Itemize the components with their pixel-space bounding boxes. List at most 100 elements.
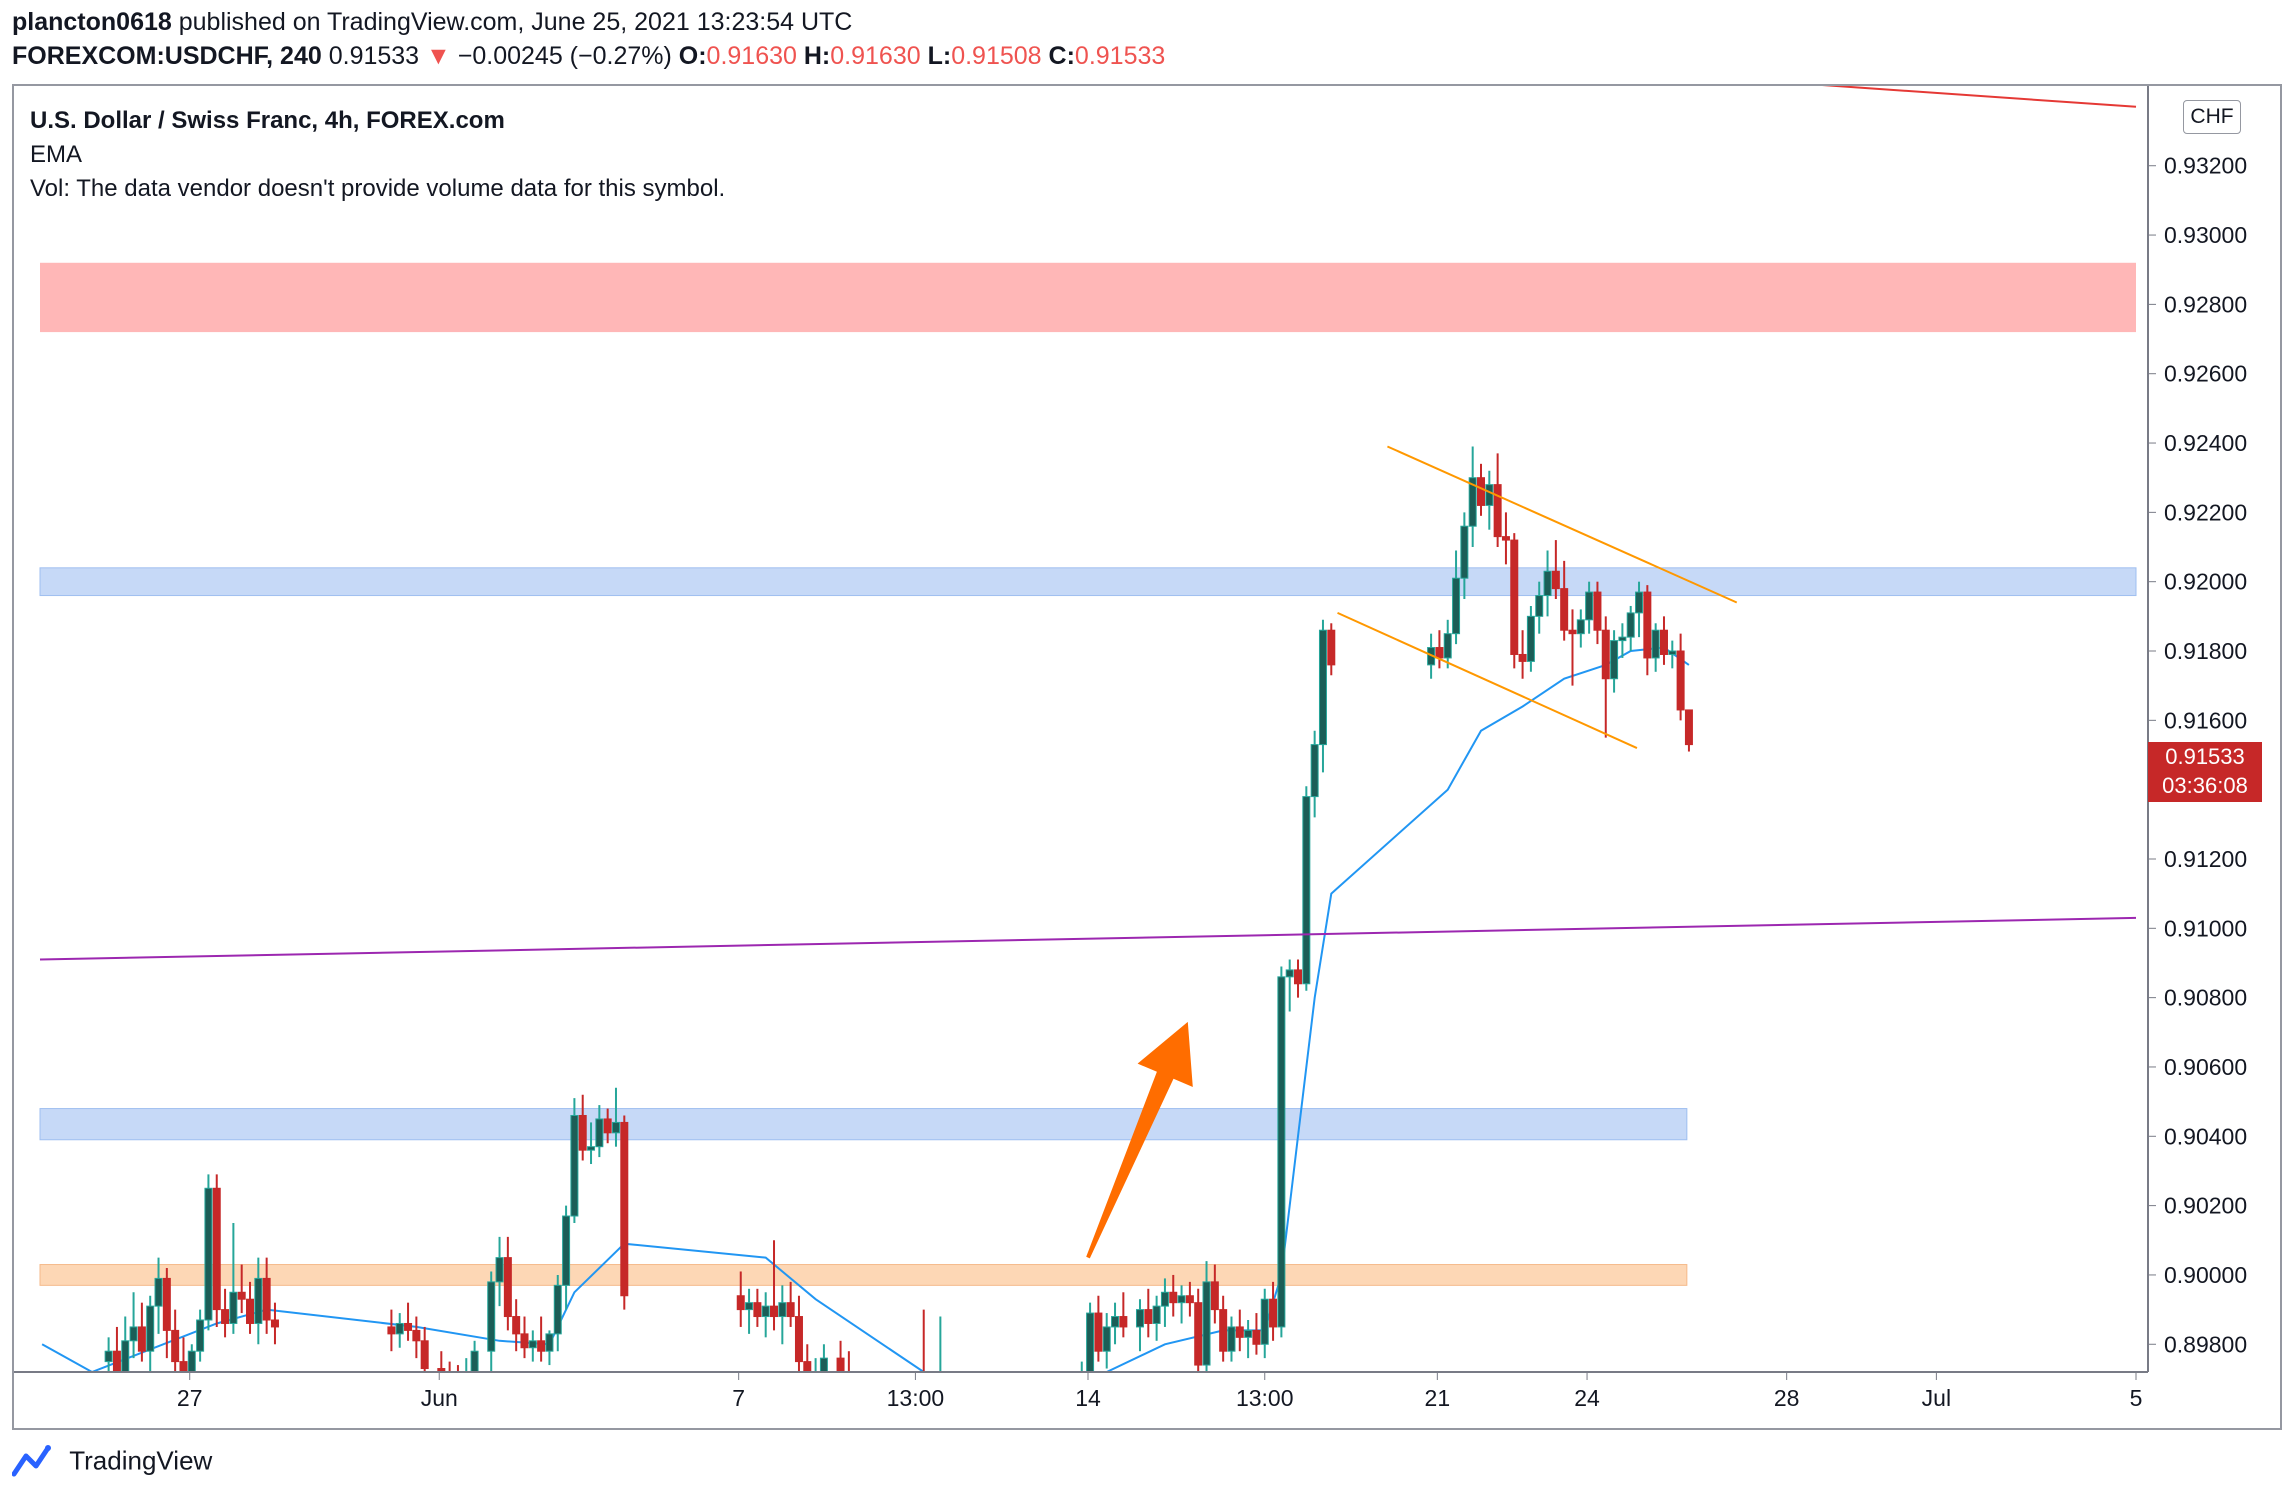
candle — [395, 1313, 404, 1348]
candle — [786, 1281, 795, 1327]
candle-body — [819, 1357, 828, 1372]
candle — [146, 1295, 155, 1372]
candle — [387, 1309, 396, 1352]
candle-body — [387, 1326, 396, 1335]
candle-body — [1094, 1312, 1103, 1352]
candle — [1651, 623, 1660, 672]
candle-body — [537, 1340, 546, 1352]
time-tick-label: Jul — [1922, 1385, 1951, 1411]
candle — [1318, 619, 1327, 773]
price-tick-label: 0.90000 — [2164, 1262, 2247, 1288]
axes-layer: 0.93200 0.93000 0.92800 0.92600 0.92400 0.922… — [14, 86, 2247, 1411]
candle-body — [121, 1340, 130, 1372]
candle — [1501, 512, 1510, 565]
candle — [1269, 1281, 1278, 1341]
candle — [1493, 453, 1502, 548]
candle-body — [129, 1326, 138, 1342]
candle-body — [1244, 1329, 1253, 1338]
candle-body — [104, 1350, 113, 1363]
candle — [1618, 623, 1627, 658]
publish-info: plancton0618 published on TradingView.co… — [12, 8, 852, 37]
currency-button[interactable]: CHF — [2183, 100, 2241, 134]
tradingview-brand[interactable]: TradingView — [11, 1444, 212, 1484]
candle-body — [404, 1322, 413, 1331]
candle-body — [1659, 629, 1668, 655]
candle — [1169, 1274, 1178, 1317]
candle — [836, 1340, 845, 1372]
legend-title[interactable]: U.S. Dollar / Swiss Franc, 4h, FOREX.com — [30, 107, 505, 134]
candle-body — [778, 1302, 787, 1318]
chart-frame — [12, 84, 2282, 1430]
candles-layer — [104, 446, 1693, 1466]
candle — [1684, 709, 1693, 752]
candle — [420, 1326, 429, 1372]
candle — [1277, 966, 1286, 1338]
candle — [1119, 1292, 1128, 1338]
low-value: 0.91508 — [951, 42, 1042, 70]
candle-body — [1452, 577, 1461, 635]
price-change: −0.00245 (−0.27%) — [457, 42, 672, 70]
candle-body — [1310, 744, 1319, 798]
candle-body — [254, 1277, 263, 1324]
open-value: 0.91630 — [706, 42, 797, 70]
candle-body — [1585, 591, 1594, 621]
candle — [270, 1302, 279, 1345]
candle — [922, 1309, 925, 1372]
candle-body — [1177, 1295, 1186, 1304]
candle — [595, 1105, 604, 1158]
candle — [603, 1108, 612, 1144]
candle — [121, 1316, 130, 1372]
candle — [811, 1358, 820, 1372]
candle — [1310, 730, 1319, 818]
price-tick-label: 0.90400 — [2164, 1123, 2247, 1149]
candle-body — [1543, 570, 1552, 597]
candle-body — [270, 1319, 279, 1328]
candle — [1302, 786, 1311, 991]
candle — [1568, 609, 1577, 686]
candle — [1111, 1302, 1120, 1345]
tradingview-logo-icon — [11, 1445, 51, 1477]
legend-indicator[interactable]: EMA — [30, 141, 83, 168]
candle — [1194, 1288, 1203, 1372]
candle-body — [221, 1309, 230, 1324]
candle — [1244, 1320, 1253, 1359]
candle — [770, 1240, 779, 1331]
candle — [537, 1316, 546, 1362]
candle-body — [553, 1284, 562, 1335]
candle — [528, 1330, 537, 1362]
candle-body — [237, 1291, 246, 1300]
candle-body — [1676, 650, 1685, 711]
candle — [1435, 630, 1444, 669]
candle — [1543, 550, 1552, 617]
candle — [736, 1271, 745, 1327]
candle — [970, 1386, 977, 1466]
candle-body — [1160, 1291, 1169, 1307]
candle — [1626, 605, 1635, 652]
time-tick-label: 21 — [1425, 1385, 1451, 1411]
candle — [204, 1174, 213, 1331]
candle-body — [1601, 629, 1610, 680]
time-tick-label: 5 — [2130, 1385, 2143, 1411]
candle — [448, 1361, 451, 1372]
candle — [229, 1222, 238, 1334]
candle-body — [162, 1277, 171, 1331]
candle-body — [1485, 484, 1494, 506]
candle-body — [1102, 1326, 1111, 1352]
price-tick-label: 0.91200 — [2164, 846, 2247, 872]
candle-body — [770, 1305, 779, 1318]
candle-body — [1185, 1295, 1194, 1304]
chart-legend: U.S. Dollar / Swiss Franc, 4h, FOREX.com… — [30, 104, 725, 206]
candle — [1560, 560, 1569, 641]
candle — [1535, 581, 1544, 634]
candle-body — [1477, 477, 1485, 506]
candle-body — [595, 1118, 604, 1148]
publisher-name[interactable]: plancton0618 — [12, 8, 172, 36]
price-tick-label: 0.92400 — [2164, 430, 2247, 456]
candle — [212, 1174, 221, 1327]
candle-body — [262, 1277, 271, 1321]
candle-body — [1526, 615, 1535, 662]
candle — [1593, 581, 1602, 645]
candle — [246, 1281, 255, 1334]
zone-support-3 — [39, 1264, 1688, 1286]
